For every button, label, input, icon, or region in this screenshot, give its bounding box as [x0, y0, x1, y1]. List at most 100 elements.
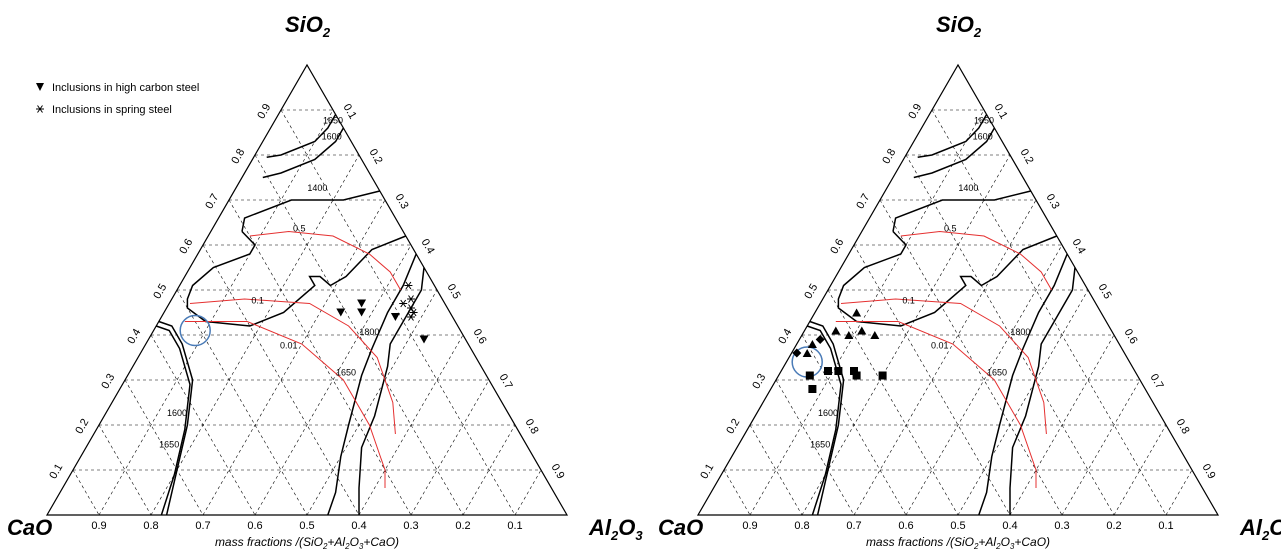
- tick-label-bottom: 0.1: [1158, 520, 1173, 532]
- vertex-label-cao: CaO: [7, 515, 52, 540]
- grid-line-cao: [150, 334, 256, 516]
- label-part: mass fractions /(SiO: [215, 535, 323, 549]
- isotherm-curve: [1009, 267, 1076, 515]
- data-point-square: [808, 385, 817, 393]
- grid-line-al2o3: [202, 199, 386, 516]
- tick-label-bottom: 0.5: [299, 520, 314, 532]
- isotherm-curve: [913, 127, 996, 179]
- asterisk-stroke: [37, 105, 43, 113]
- label-part: 3: [359, 542, 364, 550]
- label-part: 2: [344, 542, 350, 550]
- activity-label: 0.5: [293, 224, 306, 234]
- label-part: 2: [322, 542, 328, 550]
- grid-line-al2o3: [957, 289, 1089, 516]
- grid-lines: [723, 109, 1193, 516]
- tick-label-bottom: 0.2: [455, 520, 470, 532]
- tick-label-left: 0.3: [750, 372, 768, 391]
- activity-label: 0.5: [944, 224, 957, 234]
- tick-label-bottom: 0.7: [195, 520, 210, 532]
- data-point-square: [878, 371, 887, 380]
- tick-label-left: 0.7: [203, 192, 221, 211]
- label-part: 2: [995, 542, 1001, 550]
- legend-marker-triangle-down: [36, 83, 44, 91]
- data-point-triangle-up: [844, 331, 854, 339]
- isotherm-curve: [266, 114, 337, 159]
- data-point-square: [850, 367, 858, 375]
- tick-label-right: 0.2: [1018, 147, 1036, 166]
- tick-label-left: 0.6: [177, 237, 195, 256]
- isotherm-label: 1800: [1010, 327, 1030, 337]
- tick-label-bottom: 0.3: [1054, 520, 1069, 532]
- data-point-triangle-down: [357, 308, 367, 317]
- grid-line-cao: [931, 109, 1167, 516]
- data-point-triangle-up: [852, 308, 862, 317]
- vertex-label-sio2: SiO2: [936, 12, 982, 40]
- activity-label: 0.01: [280, 341, 298, 351]
- tick-label-left: 0.7: [854, 192, 872, 211]
- vertex-label-sio2: SiO2: [285, 12, 331, 40]
- grid-line-cao: [280, 109, 516, 516]
- activity-curve: [189, 298, 396, 435]
- data-point-triangle-up: [802, 349, 812, 357]
- data-point-diamond: [792, 348, 802, 358]
- label-part: 2: [973, 542, 979, 550]
- vertex-label-cao: CaO: [658, 515, 703, 540]
- isotherm-label: 1600: [322, 131, 342, 141]
- highlight-circle: [179, 314, 211, 347]
- grid-line-cao: [124, 379, 204, 516]
- grid-line-al2o3: [306, 289, 438, 516]
- grid-line-cao: [72, 469, 100, 516]
- tick-label-right: 0.9: [1200, 462, 1218, 481]
- activity-curve: [900, 230, 1053, 291]
- data-point-asterisk: [407, 304, 415, 312]
- tick-label-right: 0.6: [1122, 327, 1140, 346]
- label-part: +Al: [978, 535, 996, 549]
- tick-label-bottom: 0.5: [950, 520, 965, 532]
- asterisk-stroke: [408, 313, 414, 321]
- isotherm-label: 1600: [167, 408, 187, 418]
- tick-label-right: 0.3: [393, 192, 411, 211]
- tick-label-left: 0.1: [698, 462, 716, 481]
- tick-label-bottom: 0.1: [507, 520, 522, 532]
- isotherm-curve: [917, 114, 988, 159]
- grid-line-cao: [723, 469, 751, 516]
- tick-label-left: 0.6: [828, 237, 846, 256]
- isotherm-label: 1400: [307, 183, 327, 193]
- tick-label-right: 0.8: [523, 417, 541, 436]
- tick-label-right: 0.6: [471, 327, 489, 346]
- tick-label-bottom: 0.4: [351, 520, 366, 532]
- data-point-triangle-up: [831, 326, 841, 335]
- vertex-label-al2o3: Al2O3: [588, 515, 643, 543]
- data-point-square: [805, 371, 814, 380]
- isotherm-label: 1650: [336, 368, 356, 378]
- grid-line-al2o3: [358, 334, 464, 516]
- tick-label-right: 0.3: [1044, 192, 1062, 211]
- legend-label: Inclusions in spring steel: [52, 104, 172, 116]
- isotherm-curve: [358, 267, 425, 515]
- grid-line-cao: [749, 424, 803, 516]
- formula-part: O: [1269, 515, 1281, 540]
- subscript: 3: [635, 528, 643, 543]
- isotherm-label: 1650: [974, 116, 994, 126]
- data-point-square: [834, 367, 843, 375]
- tick-label-right: 0.8: [1174, 417, 1192, 436]
- tick-label-right: 0.5: [1096, 282, 1114, 301]
- isotherm-label: 1600: [818, 408, 838, 418]
- grid-line-al2o3: [514, 469, 542, 516]
- tick-label-left: 0.4: [776, 327, 794, 346]
- grid-line-cao: [228, 199, 412, 516]
- grid-line-cao: [853, 244, 1011, 516]
- activity-label: 0.01: [931, 341, 949, 351]
- grid-line-cao: [176, 289, 308, 516]
- x-axis-label: mass fractions /(SiO2+Al2O3+CaO): [866, 535, 1050, 550]
- grid-line-al2o3: [749, 109, 985, 516]
- triangle-border: [45, 63, 569, 516]
- subscript: 2: [610, 528, 619, 543]
- data-point-asterisk: [404, 281, 413, 290]
- data-point-asterisk: [407, 295, 415, 303]
- tick-label-bottom: 0.2: [1106, 520, 1121, 532]
- data-point-triangle-down: [336, 308, 346, 317]
- grid-line-cao: [879, 199, 1063, 516]
- label-part: mass fractions /(SiO: [866, 535, 974, 549]
